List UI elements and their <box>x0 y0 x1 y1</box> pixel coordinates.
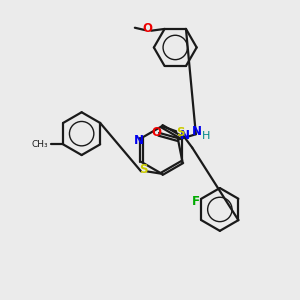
Text: S: S <box>176 126 184 139</box>
Text: H: H <box>202 131 210 141</box>
Text: O: O <box>152 126 162 139</box>
Text: CH₃: CH₃ <box>32 140 48 149</box>
Text: S: S <box>139 163 148 176</box>
Text: O: O <box>142 22 153 35</box>
Text: N: N <box>192 125 202 138</box>
Text: N: N <box>134 134 144 147</box>
Text: F: F <box>192 195 200 208</box>
Text: N: N <box>180 129 190 142</box>
